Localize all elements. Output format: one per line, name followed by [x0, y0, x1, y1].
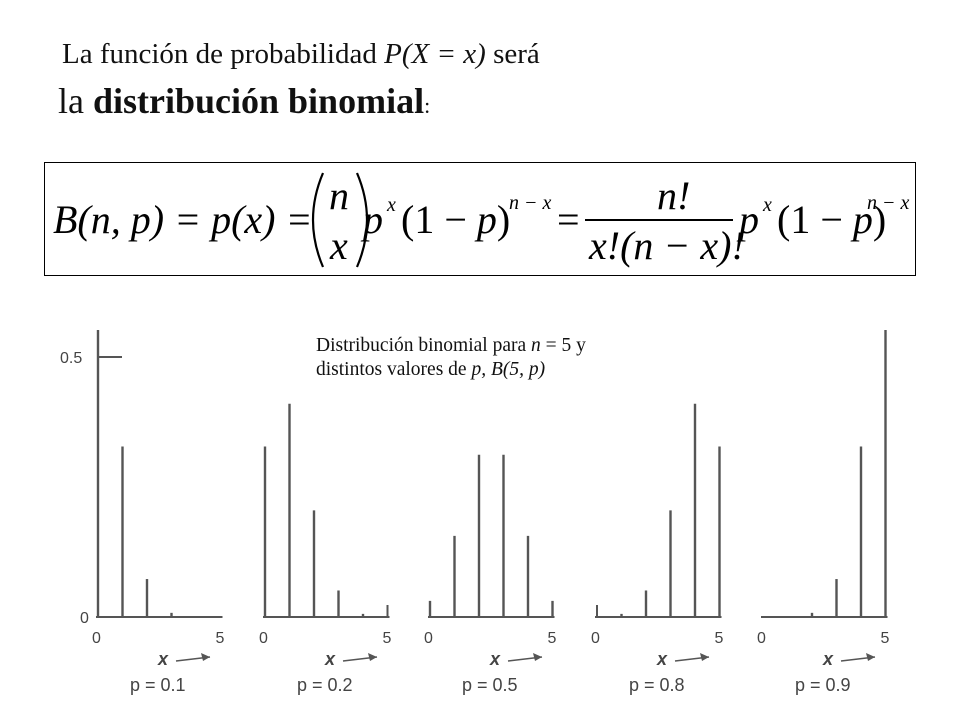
- caption-line1: Distribución binomial para n = 5 y: [316, 334, 586, 358]
- x-tick-label-5-2: 5: [548, 630, 557, 647]
- binom-top: n: [329, 173, 349, 218]
- x-tick-label-5-0: 5: [216, 630, 225, 647]
- heading-line2-suffix: :: [424, 93, 431, 118]
- svg-text:n − x: n − x: [509, 192, 551, 214]
- caption-line2-prefix: distintos valores de: [316, 359, 472, 380]
- heading-line2: la distribución binomial:: [58, 80, 430, 122]
- fraction-numerator: n!: [657, 173, 690, 218]
- x-arrow-head-2: [533, 653, 542, 661]
- x-tick-label-5-3: 5: [715, 630, 724, 647]
- formula-lhs: B(n, p) = p(x) =: [53, 197, 312, 242]
- x-axis-label-3: x: [656, 649, 668, 669]
- heading-line2-bold: distribución binomial: [92, 81, 425, 121]
- p-label-3: p = 0.8: [629, 675, 685, 695]
- binomial-charts: 0.500 5xp = 0.10 5xp = 0.20 5xp = 0.50 5xp =…: [60, 330, 890, 695]
- x-axis-label-4: x: [822, 649, 834, 669]
- x-tick-label-0-1: 0: [259, 630, 268, 647]
- y-tick-label-0: 0: [80, 610, 89, 627]
- x-tick-label-5-4: 5: [881, 630, 890, 647]
- caption-line2-var: p, B(5, p): [471, 359, 546, 380]
- binom-left-paren: [311, 172, 325, 268]
- caption-line1-var: n: [531, 335, 541, 356]
- x-arrow-head-0: [201, 653, 210, 661]
- svg-text:p: p: [360, 197, 383, 242]
- heading-line2-prefix: la: [58, 81, 93, 121]
- svg-text:x: x: [386, 194, 396, 216]
- binom-bottom: x: [329, 223, 348, 268]
- x-arrow-head-1: [368, 653, 377, 661]
- heading-line1: La función de probabilidad P(X = x) será: [62, 38, 540, 71]
- binom-right-paren: [355, 172, 369, 268]
- formula-term-2: p x (1 − p) n − x: [736, 192, 909, 242]
- y-tick-label-0-5: 0.5: [60, 350, 82, 367]
- p-label-1: p = 0.2: [297, 675, 353, 695]
- x-axis-label-1: x: [324, 649, 336, 669]
- caption-line2: distintos valores de p, B(5, p): [316, 358, 586, 382]
- x-axis-label-2: x: [489, 649, 501, 669]
- p-label-4: p = 0.9: [795, 675, 851, 695]
- heading-line1-prefix: La función de probabilidad: [62, 38, 385, 70]
- caption-line1-suffix: = 5 y: [540, 335, 586, 356]
- x-arrow-head-3: [700, 653, 709, 661]
- x-tick-label-0-3: 0: [591, 630, 600, 647]
- binomial-formula: B(n, p) = p(x) = n x p x (1 − p) n − x =…: [53, 172, 909, 268]
- fraction-denominator: x!(n − x)!: [588, 223, 745, 268]
- x-tick-label-0-4: 0: [757, 630, 766, 647]
- svg-text:(1 − p): (1 − p): [777, 197, 886, 242]
- x-arrow-head-4: [866, 653, 875, 661]
- heading-line1-suffix: será: [485, 38, 540, 70]
- svg-text:(1 − p): (1 − p): [401, 197, 510, 242]
- heading-line1-expr: P(X = x): [384, 38, 486, 70]
- x-tick-label-0-0: 0: [92, 630, 101, 647]
- p-label-0: p = 0.1: [130, 675, 186, 695]
- x-tick-label-0-2: 0: [424, 630, 433, 647]
- formula-term-1: p x (1 − p) n − x: [360, 192, 551, 242]
- p-label-2: p = 0.5: [462, 675, 518, 695]
- svg-text:n − x: n − x: [867, 192, 909, 214]
- svg-text:x: x: [762, 194, 772, 216]
- formula-box: B(n, p) = p(x) = n x p x (1 − p) n − x =…: [44, 162, 916, 276]
- svg-text:p: p: [736, 197, 759, 242]
- x-axis-label-0: x: [157, 649, 169, 669]
- formula-equals: =: [557, 197, 580, 242]
- caption-line1-prefix: Distribución binomial para: [316, 335, 531, 356]
- chart-caption: Distribución binomial para n = 5 y disti…: [316, 334, 586, 382]
- x-tick-label-5-1: 5: [383, 630, 392, 647]
